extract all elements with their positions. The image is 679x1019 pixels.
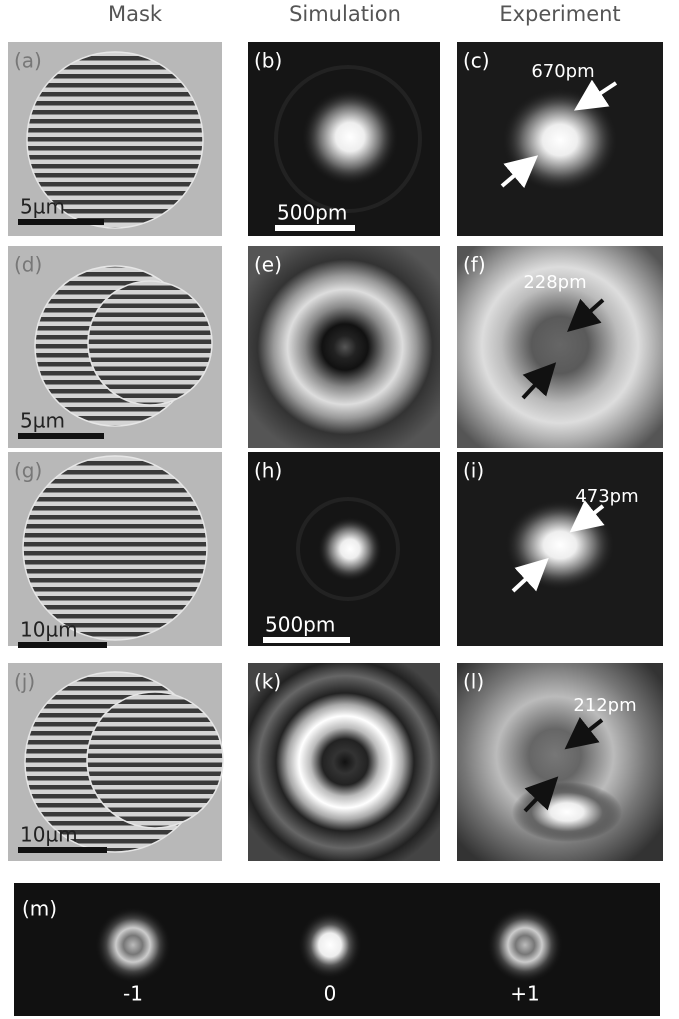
panel-label: (d) <box>14 253 42 277</box>
panel-label: (i) <box>463 459 484 483</box>
panel-label: (b) <box>254 49 282 73</box>
spot <box>318 517 382 581</box>
annotation: 473pm <box>575 486 638 507</box>
column-header: Simulation <box>289 2 401 26</box>
figure: Mask Simulation Experiment (a) 5µm (b) 500p… <box>0 0 679 1019</box>
panel-label: (a) <box>14 49 42 73</box>
panel-label: (h) <box>254 459 282 483</box>
panel-label: (l) <box>463 670 484 694</box>
panel-label: (f) <box>463 253 486 277</box>
scale-bar <box>18 642 107 648</box>
order-label: +1 <box>510 982 539 1006</box>
scale-bar-label: 500pm <box>277 201 347 225</box>
panel-label: (e) <box>254 253 282 277</box>
scale-bar-label: 500pm <box>265 613 335 637</box>
diffraction-spot <box>487 907 563 983</box>
panel-label: (c) <box>463 49 490 73</box>
panel-label: (m) <box>22 897 57 921</box>
scale-bar-label: 10µm <box>20 823 78 847</box>
spot <box>302 89 398 185</box>
spot <box>502 88 618 192</box>
scale-bar <box>18 847 107 853</box>
order-label: -1 <box>123 982 143 1006</box>
grating <box>23 456 207 640</box>
grating <box>88 281 212 405</box>
scale-bar <box>263 637 350 643</box>
scale-bar-label: 5µm <box>20 409 65 433</box>
diffraction-spot <box>298 911 362 979</box>
panel-label: (g) <box>14 459 42 483</box>
column-header: Experiment <box>499 2 620 26</box>
grating <box>87 692 223 828</box>
scale-bar <box>18 433 104 439</box>
annotation: 670pm <box>531 61 594 82</box>
annotation: 228pm <box>523 272 586 293</box>
scale-bar <box>275 225 355 231</box>
annotation: 212pm <box>573 695 636 716</box>
bright-lobe <box>512 782 622 842</box>
column-header: Mask <box>108 2 163 26</box>
scale-bar <box>18 219 104 225</box>
panel-label: (k) <box>254 670 281 694</box>
scale-bar-label: 10µm <box>20 618 78 642</box>
panel-label: (j) <box>14 670 35 694</box>
diffraction-spot <box>95 907 171 983</box>
scale-bar-label: 5µm <box>20 195 65 219</box>
spot <box>505 500 615 590</box>
order-label: 0 <box>324 982 337 1006</box>
